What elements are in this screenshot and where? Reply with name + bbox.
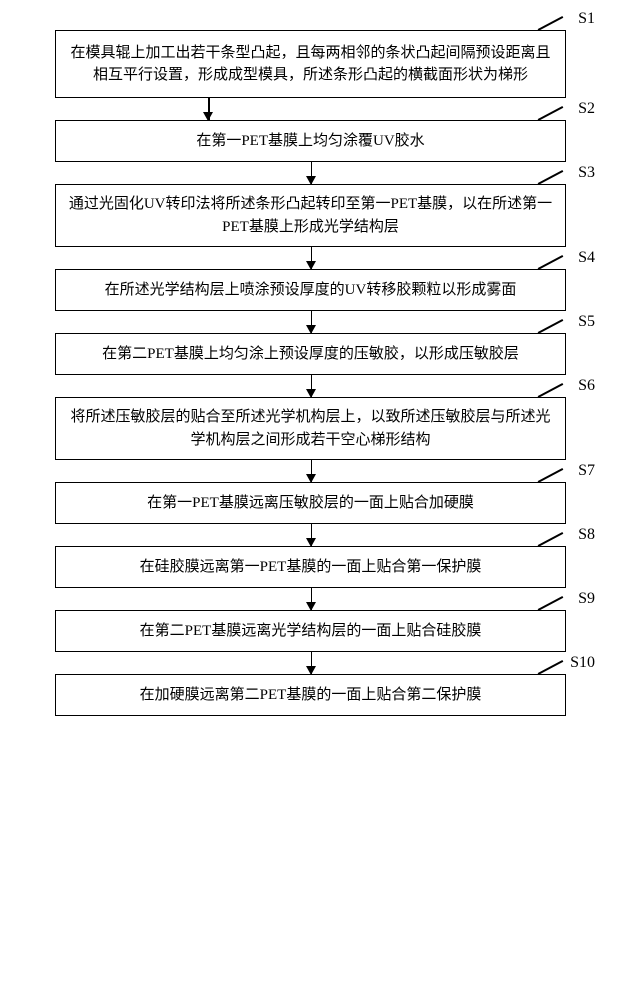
flowchart-step-box: 在所述光学结构层上喷涂预设厚度的UV转移胶颗粒以形成雾面 — [55, 269, 566, 311]
flowchart-arrow — [20, 98, 601, 120]
flowchart-step-label: S2 — [578, 100, 595, 118]
flowchart-step-row: 在硅胶膜远离第一PET基膜的一面上贴合第一保护膜S8 — [20, 546, 601, 588]
flowchart-arrow — [20, 247, 601, 269]
flowchart-container: 在模具辊上加工出若干条型凸起，且每两相邻的条状凸起间隔预设距离且相互平行设置，形… — [20, 20, 601, 716]
flowchart-step-row: 在第二PET基膜上均匀涂上预设厚度的压敏胶，以形成压敏胶层S5 — [20, 333, 601, 375]
flowchart-step-label: S4 — [578, 249, 595, 267]
flowchart-step-box: 在第二PET基膜上均匀涂上预设厚度的压敏胶，以形成压敏胶层 — [55, 333, 566, 375]
flowchart-step-label: S9 — [578, 590, 595, 608]
flowchart-arrow — [20, 375, 601, 397]
flowchart-step-row: 在所述光学结构层上喷涂预设厚度的UV转移胶颗粒以形成雾面S4 — [20, 269, 601, 311]
flowchart-step-label: S7 — [578, 462, 595, 480]
flowchart-arrow — [20, 524, 601, 546]
flowchart-step-label: S3 — [578, 164, 595, 182]
flowchart-step-label: S5 — [578, 313, 595, 331]
flowchart-step-row: 在第一PET基膜远离压敏胶层的一面上贴合加硬膜S7 — [20, 482, 601, 524]
label-lead-line — [538, 16, 563, 30]
flowchart-step-row: 在第一PET基膜上均匀涂覆UV胶水S2 — [20, 120, 601, 162]
flowchart-step-box: 在第二PET基膜远离光学结构层的一面上贴合硅胶膜 — [55, 610, 566, 652]
flowchart-step-box: 在加硬膜远离第二PET基膜的一面上贴合第二保护膜 — [55, 674, 566, 716]
flowchart-step-row: 在第二PET基膜远离光学结构层的一面上贴合硅胶膜S9 — [20, 610, 601, 652]
flowchart-arrow — [20, 588, 601, 610]
flowchart-step-box: 在第一PET基膜上均匀涂覆UV胶水 — [55, 120, 566, 162]
flowchart-step-row: 在模具辊上加工出若干条型凸起，且每两相邻的条状凸起间隔预设距离且相互平行设置，形… — [20, 30, 601, 98]
flowchart-arrow — [20, 652, 601, 674]
flowchart-step-box: 在硅胶膜远离第一PET基膜的一面上贴合第一保护膜 — [55, 546, 566, 588]
flowchart-step-label: S8 — [578, 526, 595, 544]
flowchart-step-label: S6 — [578, 377, 595, 395]
flowchart-step-row: 通过光固化UV转印法将所述条形凸起转印至第一PET基膜，以在所述第一PET基膜上… — [20, 184, 601, 247]
flowchart-step-box: 在第一PET基膜远离压敏胶层的一面上贴合加硬膜 — [55, 482, 566, 524]
flowchart-step-box: 将所述压敏胶层的贴合至所述光学机构层上，以致所述压敏胶层与所述光学机构层之间形成… — [55, 397, 566, 460]
flowchart-step-row: 将所述压敏胶层的贴合至所述光学机构层上，以致所述压敏胶层与所述光学机构层之间形成… — [20, 397, 601, 460]
flowchart-arrow — [20, 162, 601, 184]
flowchart-step-box: 在模具辊上加工出若干条型凸起，且每两相邻的条状凸起间隔预设距离且相互平行设置，形… — [55, 30, 566, 98]
flowchart-arrow — [20, 311, 601, 333]
flowchart-step-label: S1 — [578, 10, 595, 28]
flowchart-step-label: S10 — [570, 654, 595, 672]
flowchart-arrow — [20, 460, 601, 482]
flowchart-step-row: 在加硬膜远离第二PET基膜的一面上贴合第二保护膜S10 — [20, 674, 601, 716]
flowchart-step-box: 通过光固化UV转印法将所述条形凸起转印至第一PET基膜，以在所述第一PET基膜上… — [55, 184, 566, 247]
